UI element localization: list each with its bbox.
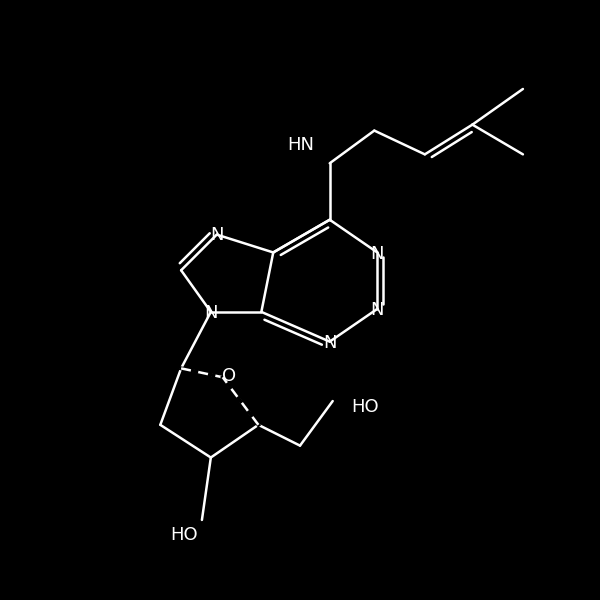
Text: HO: HO bbox=[170, 526, 198, 544]
Text: N: N bbox=[210, 226, 224, 244]
Text: N: N bbox=[323, 334, 337, 352]
Text: N: N bbox=[371, 245, 384, 263]
Text: N: N bbox=[371, 301, 384, 319]
Text: HN: HN bbox=[287, 136, 314, 154]
Text: N: N bbox=[204, 304, 218, 322]
Text: HO: HO bbox=[352, 398, 379, 416]
Text: O: O bbox=[221, 367, 236, 385]
